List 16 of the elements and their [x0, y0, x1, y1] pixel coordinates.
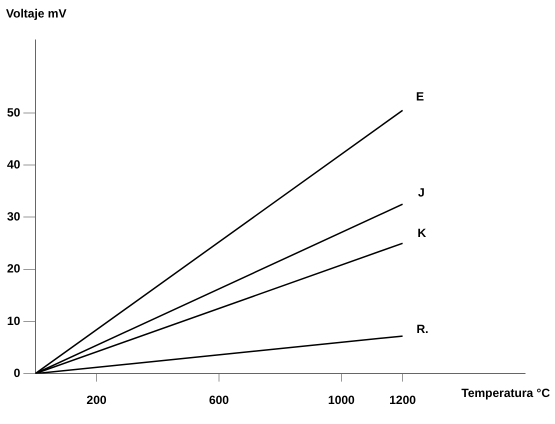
x-tick-label: 1000 [328, 393, 356, 408]
x-tick-label: 600 [208, 393, 230, 408]
x-tick-label: 200 [86, 393, 107, 408]
series-label: K [417, 226, 426, 240]
y-tick-label: 20 [6, 262, 21, 276]
y-tick-label: 10 [6, 314, 21, 328]
y-tick-label: 30 [6, 210, 21, 224]
x-axis-title: Temperatura °C [461, 386, 550, 400]
y-tick-label: 0 [14, 366, 21, 380]
y-tick-label: 50 [6, 105, 21, 120]
y-tick-label: 40 [6, 157, 21, 172]
x-tick-label: 1200 [389, 393, 416, 408]
series-label: R. [416, 322, 429, 336]
series-label: E [416, 90, 424, 104]
series-label: J [418, 186, 425, 200]
y-axis-title: Voltaje mV [6, 6, 66, 20]
